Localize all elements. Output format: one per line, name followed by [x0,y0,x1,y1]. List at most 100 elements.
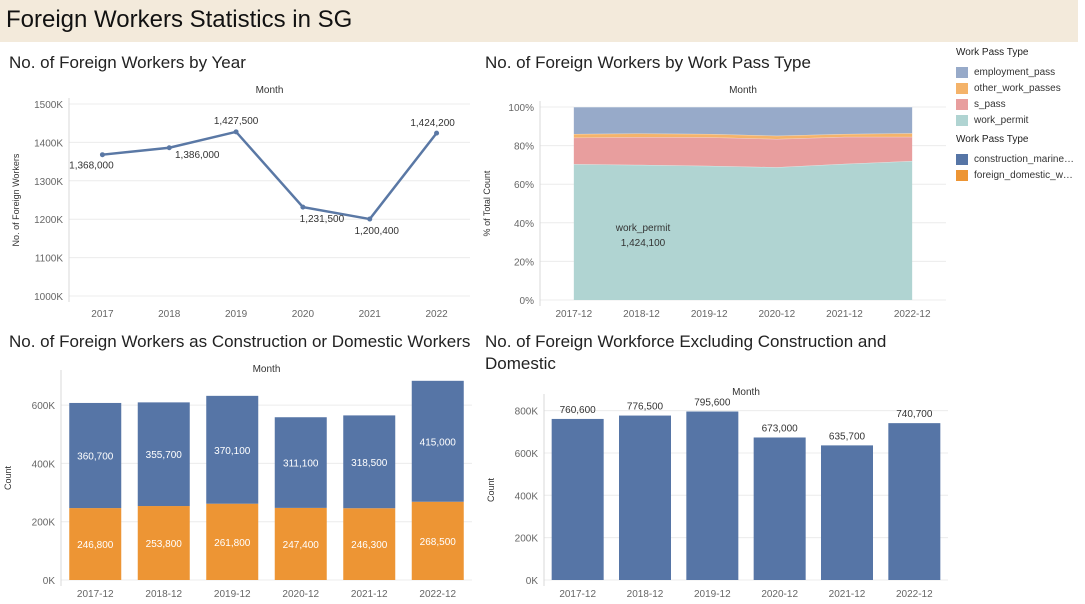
area-chart-xtick-label: 2019-12 [691,309,728,320]
bar-chart-xtick-label: 2022-12 [896,589,933,600]
bar-chart-bar [753,437,806,580]
line-chart-data-label: 1,427,500 [214,116,259,127]
bar-chart-xtick-label: 2021-12 [829,589,866,600]
line-chart-series [102,130,438,221]
legend-label: work_permit [974,114,1029,126]
stacked-bar-segment-construction [69,402,122,509]
area-chart-ylabel: % of Total Count [482,170,492,236]
line-chart-point [99,152,105,158]
bar-chart-bar [686,411,739,580]
area-annotation-value: 1,424,100 [621,238,666,249]
area-chart-xtick-label: 2018-12 [623,309,660,320]
legend-title: Work Pass Type [956,47,1029,58]
stacked-bar-data-label: 247,400 [283,540,320,551]
stacked-bar-segment-construction [343,415,396,509]
line-chart-ytick-label: 1400K [34,138,63,149]
stacked-bar-chart-ytick-label: 0K [43,576,56,587]
stacked-bar-chart-ytick-label: 600K [32,401,56,412]
stacked-bar-segment-domestic [343,508,396,580]
stacked-bar-data-label: 268,500 [420,537,457,548]
chart-title-by-year: No. of Foreign Workers by Year [9,53,246,72]
area-series-s-pass [573,136,913,168]
area-series-employment-pass [573,107,913,136]
legend-item-pass-3[interactable]: work_permit [956,112,1084,128]
stacked-bar-segment-construction [274,417,327,508]
bar-chart-bar [888,423,941,580]
bar-chart-ytick-label: 400K [515,491,539,502]
legend-swatch [956,169,968,181]
stacked-bar-data-label: 246,300 [351,540,388,551]
area-chart-xtick-label: 2020-12 [758,309,795,320]
area-chart-xtick-label: 2021-12 [826,309,863,320]
line-chart-data-label: 1,368,000 [69,161,114,172]
legend-work-pass-type: Work Pass Type employment_pass other_work… [956,47,1084,183]
bar-chart-data-label: 635,700 [829,431,866,442]
stacked-bar-data-label: 318,500 [351,458,388,469]
legend-swatch [956,153,968,165]
legend-item-pass-1[interactable]: other_work_passes [956,80,1084,96]
stacked-bar-chart-ylabel: Count [3,466,13,491]
area-annotation-label: work_permit [615,223,671,234]
legend-item-sector-1[interactable]: foreign_domestic_w… [956,167,1084,183]
legend-label: s_pass [974,98,1006,110]
legend-item-pass-0[interactable]: employment_pass [956,64,1084,80]
stacked-bar-segment-domestic [69,508,122,580]
legend-item-sector-0[interactable]: construction_marine… [956,151,1084,167]
chart-title-excluding: No. of Foreign Workforce Excluding Const… [485,332,887,373]
bar-chart-xtick-label: 2019-12 [694,589,731,600]
area-chart-header: Month [729,85,757,96]
stacked-bar-xtick-label: 2022-12 [419,589,456,600]
line-chart-ytick-label: 1100K [35,254,64,265]
bar-chart-ytick-label: 600K [515,449,539,460]
line-chart-xtick-label: 2022 [425,309,448,320]
stacked-bar-data-label: 360,700 [77,452,114,463]
bar-chart-ytick-label: 800K [515,407,539,418]
legend-item-pass-2[interactable]: s_pass [956,96,1084,112]
stacked-bar-xtick-label: 2020-12 [282,589,319,600]
stacked-bar-segment-construction [206,395,259,504]
line-chart-point [233,129,239,135]
line-chart-data-label: 1,424,200 [410,118,455,129]
dashboard-title: Foreign Workers Statistics in SG [6,6,353,33]
area-chart-ytick-label: 0% [520,296,535,307]
stacked-bar-data-label: 253,800 [146,539,183,550]
area-series-work-permit [573,161,913,300]
legend-label: foreign_domestic_w… [974,169,1073,181]
stacked-bar-chart-ytick-label: 400K [32,459,56,470]
stacked-bar-chart-header: Month [253,364,281,375]
area-chart-ytick-label: 100% [508,103,534,114]
line-chart-xtick-label: 2020 [292,309,315,320]
stacked-bar-xtick-label: 2017-12 [77,589,114,600]
bar-chart-ylabel: Count [486,478,496,503]
line-chart-data-label: 1,231,500 [300,214,345,225]
line-chart-point [300,204,306,210]
line-chart-point [367,216,373,222]
stacked-bar-segment-domestic [206,503,259,580]
area-chart-ytick-label: 20% [514,257,534,268]
line-chart-ylabel: No. of Foreign Workers [11,153,21,246]
chart-title-by-pass-type: No. of Foreign Workers by Work Pass Type [485,53,811,72]
legend-swatch [956,114,968,126]
stacked-bar-chart-ytick-label: 200K [32,518,56,529]
bar-chart-data-label: 776,500 [627,402,664,413]
stacked-bar-segment-construction [137,402,190,507]
legend-label: construction_marine… [974,153,1075,165]
stacked-bar-xtick-label: 2021-12 [351,589,388,600]
bar-chart-ytick-label: 200K [515,534,539,545]
bar-chart-bar [551,418,604,580]
area-chart-ytick-label: 80% [514,142,534,153]
area-chart-ytick-label: 40% [514,219,534,230]
line-chart-data-label: 1,200,400 [355,226,400,237]
legend-label: other_work_passes [974,82,1061,94]
bar-chart-header: Month [732,387,760,398]
stacked-bar-data-label: 246,800 [77,540,114,551]
stacked-bar-data-label: 261,800 [214,538,251,549]
bar-chart-data-label: 760,600 [560,405,597,416]
stacked-bar-xtick-label: 2018-12 [145,589,182,600]
line-chart-xtick-label: 2017 [91,309,114,320]
stacked-bar-data-label: 415,000 [420,437,457,448]
area-chart-xtick-label: 2017-12 [555,309,592,320]
area-chart-xtick-label: 2022-12 [894,309,931,320]
stacked-bar-segment-domestic [274,507,327,580]
